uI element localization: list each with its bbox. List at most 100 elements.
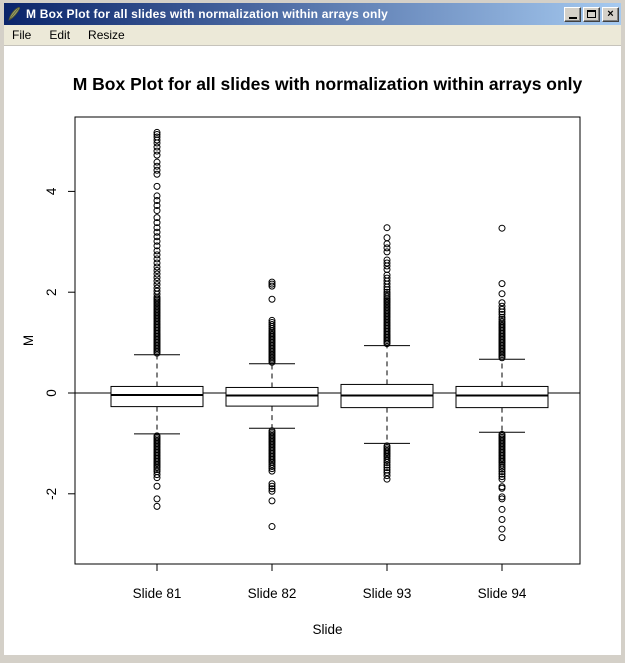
outlier-point [268, 465, 276, 473]
outlier-point [383, 290, 391, 298]
outlier-point [153, 133, 161, 141]
outlier-point [153, 251, 161, 259]
outlier-point [153, 474, 161, 482]
outlier-point [498, 525, 506, 533]
y-axis-label: M [21, 335, 36, 346]
outlier-point [498, 484, 506, 492]
outlier-point [268, 282, 276, 290]
outlier-point [153, 170, 161, 178]
box-group-slide-82 [225, 278, 319, 531]
outlier-point [153, 287, 161, 295]
x-tick-label: Slide 93 [363, 586, 412, 601]
y-tick-label: 0 [44, 389, 59, 397]
outlier-point [383, 288, 391, 296]
outlier-point [498, 516, 506, 524]
outlier-point [498, 470, 506, 478]
outlier-point [498, 315, 506, 323]
menu-item-file[interactable]: File [12, 28, 32, 42]
close-button[interactable]: × [602, 6, 619, 22]
titlebar[interactable]: M Box Plot for all slides with normaliza… [4, 3, 621, 25]
outlier-point [498, 310, 506, 318]
outlier-point [153, 464, 161, 472]
outlier-point [498, 280, 506, 288]
outlier-point [268, 320, 276, 328]
outlier-point [383, 459, 391, 467]
outlier-point [268, 487, 276, 495]
outlier-point [498, 302, 506, 310]
box-group-slide-93 [340, 224, 434, 483]
window-controls: × [564, 6, 619, 22]
outlier-point [383, 461, 391, 469]
outlier-point [153, 274, 161, 282]
outlier-point [498, 463, 506, 471]
outlier-point [153, 495, 161, 503]
x-axis-label: Slide [312, 622, 342, 637]
y-tick-label: -2 [44, 488, 59, 500]
maximize-icon [587, 10, 596, 18]
x-tick-label: Slide 82 [248, 586, 297, 601]
outlier-point [383, 266, 391, 274]
outlier-point [498, 475, 506, 483]
iqr-box [455, 385, 549, 409]
outlier-point [153, 207, 161, 215]
outlier-point [153, 259, 161, 267]
outlier-point [498, 305, 506, 313]
outlier-point [153, 255, 161, 263]
outlier-point [153, 224, 161, 232]
outlier-point [153, 158, 161, 166]
outlier-point [153, 270, 161, 278]
outlier-point [383, 475, 391, 483]
y-tick-label: 4 [44, 187, 59, 195]
minimize-button[interactable] [564, 6, 581, 22]
outlier-point [153, 143, 161, 151]
outlier-point [383, 274, 391, 282]
menu-item-resize[interactable]: Resize [88, 28, 125, 42]
outlier-point [498, 317, 506, 325]
outlier-point [153, 214, 161, 222]
outlier-point [383, 224, 391, 232]
outlier-point [383, 256, 391, 264]
menu-item-edit[interactable]: Edit [49, 28, 71, 42]
outlier-point [268, 480, 276, 488]
outlier-point [268, 485, 276, 493]
outlier-point [268, 463, 276, 471]
box-group-slide-94 [455, 224, 549, 542]
outlier-point [268, 316, 276, 324]
outlier-point [268, 318, 276, 326]
outlier-point [498, 465, 506, 473]
plot-border [74, 116, 581, 565]
outlier-point [383, 292, 391, 300]
outlier-point [268, 461, 276, 469]
outlier-point [153, 233, 161, 241]
outlier-point [153, 151, 161, 159]
outlier-point [383, 472, 391, 480]
outlier-point [498, 493, 506, 501]
outlier-point [153, 196, 161, 204]
outlier-point [153, 228, 161, 236]
outlier-point [153, 502, 161, 510]
x-tick-label: Slide 94 [478, 586, 527, 601]
outlier-point [498, 495, 506, 503]
outlier-point [268, 278, 276, 286]
iqr-box [225, 386, 319, 407]
outlier-point [153, 482, 161, 490]
outlier-point [498, 299, 506, 307]
outlier-point [383, 234, 391, 242]
close-icon: × [607, 7, 614, 20]
outlier-point [383, 259, 391, 267]
outlier-point [383, 248, 391, 256]
outlier-point [498, 461, 506, 469]
outlier-point [153, 128, 161, 136]
outlier-point [153, 263, 161, 271]
feather-icon [6, 6, 22, 22]
outlier-point [153, 471, 161, 479]
maximize-button[interactable] [583, 6, 600, 22]
outlier-point [153, 162, 161, 170]
outlier-point [383, 457, 391, 465]
outlier-point [498, 534, 506, 542]
outlier-point [153, 130, 161, 138]
box-group-slide-81 [110, 128, 204, 510]
y-tick-label: 2 [44, 288, 59, 296]
outlier-point [153, 466, 161, 474]
x-axis: Slide 81 Slide 82 Slide 93 Slide 94 Slide [133, 564, 527, 637]
